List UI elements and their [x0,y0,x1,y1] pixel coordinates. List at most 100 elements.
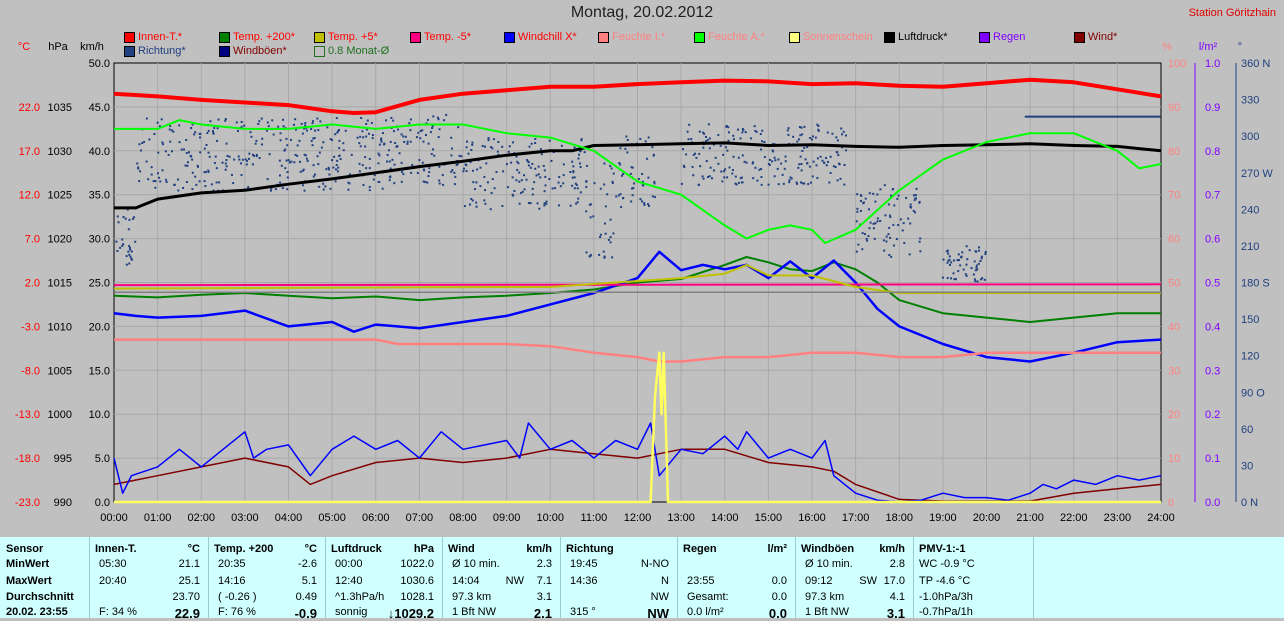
richtung-point [133,216,136,219]
stats-column: Wind km/h Ø 10 min. 2.3 14:04 NW 7.1 97.3 km 3.1… [442,537,561,621]
axis-tick-label: 40 [1168,321,1180,333]
richtung-point [359,145,362,148]
richtung-point [117,221,120,224]
richtung-point [1095,115,1098,118]
richtung-point [196,164,199,167]
richtung-point [126,208,129,211]
richtung-point [585,210,588,213]
richtung-point [318,185,321,188]
richtung-point [489,146,492,149]
richtung-point [406,142,409,145]
richtung-point [230,173,233,176]
richtung-point [1045,115,1048,118]
richtung-point [164,150,167,153]
richtung-point [401,170,404,173]
richtung-point [724,168,727,171]
series-line [114,141,1162,210]
richtung-point [425,122,428,125]
richtung-point [424,134,427,137]
stats-cell: 1 Bft NW [805,606,850,618]
legend-swatch [314,45,325,57]
stats-value: NW [650,591,669,603]
richtung-point [158,176,161,179]
richtung-point [639,137,642,140]
richtung-point [311,122,314,125]
richtung-point [708,147,711,150]
richtung-point [1065,115,1068,118]
richtung-point [619,163,622,166]
richtung-point [800,163,803,166]
richtung-point [299,170,302,173]
richtung-point [398,152,401,155]
richtung-point [640,200,643,203]
richtung-point [705,160,708,163]
axis-tick-label: 30.0 [89,234,110,246]
richtung-point [957,253,960,256]
richtung-point [255,153,258,156]
richtung-point [456,163,459,166]
richtung-point [798,163,801,166]
stats-column: Richtung 19:45 N-NO 14:36 N NW 315 ° NW [560,537,678,621]
richtung-point [215,181,218,184]
richtung-point [245,159,248,162]
richtung-point [611,180,614,183]
richtung-point [603,222,606,225]
stats-cell: 97.3 km [805,591,845,603]
axis-tick-label: 100 [1168,58,1186,70]
richtung-point [140,149,143,152]
richtung-point [305,157,308,160]
richtung-point [358,162,361,165]
richtung-point [576,201,579,204]
richtung-point [301,169,304,172]
richtung-point [692,153,695,156]
richtung-point [869,221,872,224]
richtung-point [255,155,258,158]
axis-hpa: 1035 1030 1025 1020 1015 1010 1005 1000 995 990 [48,102,72,509]
axis-tick-label: 995 [54,453,72,465]
richtung-point [316,155,319,158]
richtung-point [783,167,786,170]
richtung-point [373,174,376,177]
richtung-point [400,161,403,164]
richtung-point [619,193,622,196]
richtung-point [910,206,913,209]
richtung-point [507,186,510,189]
richtung-point [511,176,514,179]
richtung-point [466,140,469,143]
richtung-point [941,276,944,279]
richtung-point [872,222,875,225]
richtung-point [702,177,705,180]
richtung-point [691,165,694,168]
richtung-point [268,153,271,156]
richtung-point [224,162,227,165]
richtung-point [443,119,446,122]
x-axis: 00:00 01:00 02:00 03:00 04:00 05:00 06:00 07:00… [100,512,1175,524]
stats-header: Windböen [801,543,855,555]
richtung-point [974,269,977,272]
richtung-point [637,177,640,180]
richtung-point [698,152,701,155]
richtung-point [130,258,133,261]
richtung-point [122,243,125,246]
richtung-point [776,167,779,170]
axis-tick-label: 10.0 [89,409,110,421]
richtung-point [874,222,877,225]
axis-tick-label: 270 W [1241,168,1273,180]
stats-cell: 14:16 [218,575,246,587]
richtung-point [332,166,335,169]
richtung-point [328,173,331,176]
richtung-point [380,138,383,141]
richtung-point [191,171,194,174]
richtung-point [976,280,979,283]
richtung-point [706,175,709,178]
richtung-point [803,182,806,185]
richtung-point [1100,115,1103,118]
richtung-point [381,187,384,190]
richtung-point [773,156,776,159]
richtung-point [946,261,949,264]
richtung-point [787,127,790,130]
richtung-point [829,155,832,158]
series-line [113,283,1162,287]
richtung-point [356,136,359,139]
richtung-point [436,116,439,119]
